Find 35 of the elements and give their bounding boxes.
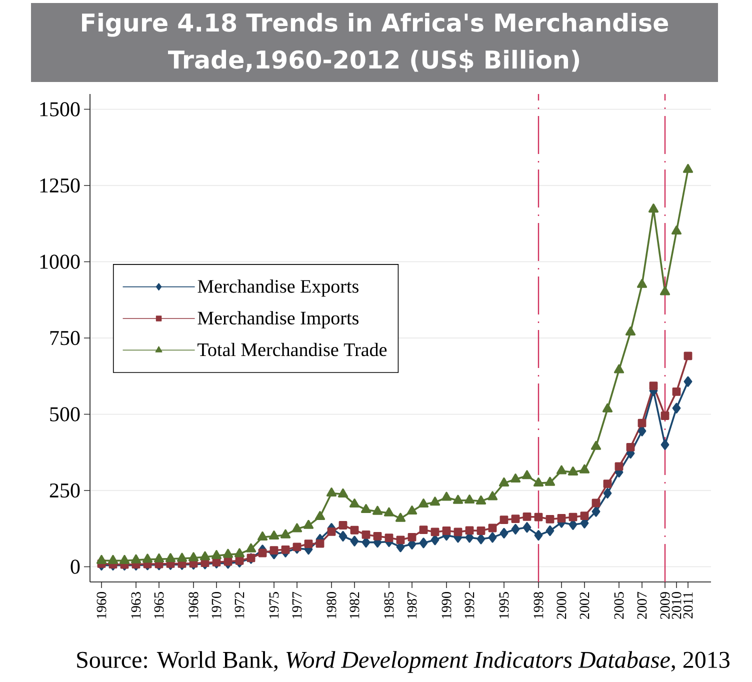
x-tick-label: 1972 <box>234 592 244 618</box>
y-tick-label: 1250 <box>40 178 80 193</box>
x-tick-label: 1992 <box>464 592 474 618</box>
x-tick-label: 1990 <box>442 592 452 618</box>
source-note: Source: World Bank, Word Development Indicators Database, 2013 <box>77 651 730 673</box>
x-tick-label: 1985 <box>384 592 394 618</box>
x-tick-label: 2011 <box>683 592 693 618</box>
x-tick-label: 1987 <box>407 592 417 618</box>
y-tick-label: 500 <box>50 407 80 422</box>
x-tick-label: 1968 <box>188 592 198 618</box>
x-tick-label: 1960 <box>96 592 106 618</box>
x-tick-label: 2009 <box>660 592 670 619</box>
legend-label: Merchandise Imports <box>198 311 358 328</box>
x-tick-label: 1970 <box>212 592 222 618</box>
x-tick-label: 2010 <box>672 592 682 619</box>
x-tick-label: 1977 <box>292 592 302 618</box>
x-tick-label: 2000 <box>556 592 566 619</box>
y-tick-label: 0 <box>70 560 80 574</box>
y-tick-label: 1500 <box>40 102 80 116</box>
x-tick-label: 1975 <box>269 592 279 618</box>
x-tick-label: 2002 <box>580 592 590 619</box>
x-tick-label: 2005 <box>614 592 624 619</box>
y-tick-label: 250 <box>50 483 80 498</box>
y-tick-label: 1000 <box>40 254 80 269</box>
chart-title: Figure 4.18 Trends in Africa's Merchandise Trade,1960-2012 (US$ Billion) <box>82 12 668 72</box>
y-tick-label: 750 <box>50 330 80 346</box>
x-tick-label: 2007 <box>637 592 647 619</box>
legend-label: Total Merchandise Trade <box>198 342 387 356</box>
legend-label: Merchandise Exports <box>198 279 358 297</box>
x-tick-label: 1998 <box>534 592 544 618</box>
x-tick-label: 1965 <box>154 592 164 618</box>
x-tick-label: 1980 <box>326 592 336 618</box>
x-tick-label: 1995 <box>499 592 509 618</box>
x-tick-label: 1982 <box>350 592 360 618</box>
x-tick-label: 1963 <box>131 592 141 618</box>
